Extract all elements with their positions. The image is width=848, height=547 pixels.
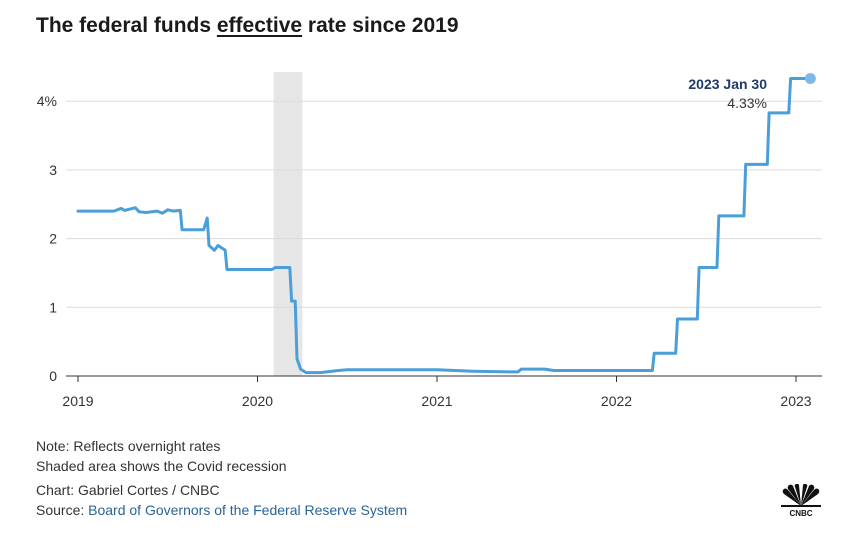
note-overnight-rates: Note: Reflects overnight rates xyxy=(36,438,221,454)
recession-shade xyxy=(273,72,303,376)
x-tick-layer: 2019 2020 2021 2022 2023 xyxy=(62,375,822,409)
latest-point xyxy=(804,73,816,85)
rate-line xyxy=(76,77,812,375)
source-prefix: Source: xyxy=(36,502,89,518)
source-link[interactable]: Board of Governors of the Federal Reserv… xyxy=(88,502,408,518)
y-tick-label: 3 xyxy=(49,162,57,178)
chart-source: Source: Board of Governors of the Federa… xyxy=(36,500,407,520)
x-tick-label: 2023 xyxy=(780,393,811,409)
y-tick-label: 4% xyxy=(37,93,57,109)
x-tick-label: 2019 xyxy=(62,393,93,409)
y-tick-label: 1 xyxy=(49,299,57,315)
title-after: rate since 2019 xyxy=(302,14,459,37)
chart-author: Chart: Gabriel Cortes / CNBC xyxy=(36,482,220,498)
y-tick-label: 2 xyxy=(49,231,57,247)
chart-credit: Chart: Gabriel Cortes / CNBC Source: Boa… xyxy=(36,480,407,520)
chart-notes: Note: Reflects overnight rates Shaded ar… xyxy=(36,436,287,476)
grid-layer xyxy=(66,100,822,308)
note-shaded-area: Shaded area shows the Covid recession xyxy=(36,458,287,474)
shade-layer xyxy=(273,72,303,376)
logo-text: CNBC xyxy=(789,509,812,518)
y-tick-layer: 0 1 2 3 4% xyxy=(37,93,57,384)
rate-chart: 0 1 2 3 4% 2019 2020 2021 2022 2023 2023 Jan 30 4… xyxy=(37,72,822,409)
cnbc-peacock-icon: CNBC xyxy=(781,484,821,518)
y-tick-label: 0 xyxy=(49,368,57,384)
title-before: The federal funds xyxy=(36,14,217,37)
series-layer xyxy=(76,77,812,375)
annotation-layer: 2023 Jan 30 4.33% xyxy=(688,73,816,111)
chart-title: The federal funds effective rate since 2… xyxy=(36,14,459,38)
x-tick-label: 2021 xyxy=(421,393,452,409)
annotation-value: 4.33% xyxy=(727,95,767,111)
title-underlined: effective xyxy=(216,14,303,37)
x-tick-label: 2022 xyxy=(601,393,632,409)
annotation-date: 2023 Jan 30 xyxy=(688,76,767,92)
x-tick-label: 2020 xyxy=(242,393,273,409)
